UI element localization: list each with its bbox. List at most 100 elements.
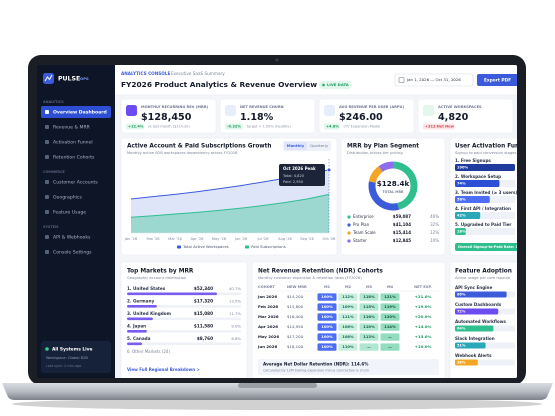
shadow <box>12 398 542 410</box>
cohort-text: +21.0% <box>415 294 432 299</box>
feature-name: Custom Dashboards <box>455 302 502 307</box>
funnel-bar <box>455 196 490 203</box>
cohort-cell <box>317 323 337 331</box>
nav-item[interactable]: Overview Dashboard <box>53 110 107 116</box>
nav-icon <box>45 210 49 214</box>
status-dot <box>45 347 49 351</box>
funnel-track <box>455 228 515 235</box>
donut-segment <box>368 166 383 183</box>
page-title: FY2026 Product Analytics & Revenue Overv… <box>121 80 317 89</box>
market-mrr: $11,580 <box>194 324 213 329</box>
tooltip-title: Oct 2026 Peak <box>283 166 316 171</box>
feature-rate: 86% <box>457 293 466 297</box>
nav-item[interactable]: Customer Accounts <box>53 180 98 186</box>
cohort-cell <box>359 303 379 311</box>
breadcrumb-sub: Executive SaaS Summary <box>171 71 225 76</box>
export-button[interactable] <box>477 74 521 86</box>
kpi-delta: +12.4% <box>128 125 144 129</box>
legend-label: Total Active Workspaces <box>182 244 229 249</box>
camera <box>275 58 279 62</box>
market-link[interactable]: View Full Regional Breakdown > <box>127 367 200 372</box>
market-bar <box>127 292 217 296</box>
nav-item[interactable]: Geographics <box>53 195 82 201</box>
toggle[interactable]: Quarterly <box>310 143 329 148</box>
market-bar <box>127 317 153 321</box>
market-name: 2. Germany <box>127 299 154 304</box>
cohort-cell <box>317 333 337 341</box>
cohort-value: 109% <box>342 305 354 309</box>
cohort-value: — <box>367 345 371 349</box>
card-title: Active Account & Paid Subscriptions Grow… <box>127 144 272 150</box>
toggle-active[interactable] <box>284 142 307 150</box>
cohort-cell <box>359 333 379 341</box>
funnel-button[interactable] <box>455 243 521 251</box>
feature-name: API Sync Engine <box>455 285 492 290</box>
market-share: 6.8% <box>231 336 241 341</box>
card-title: MRR by Plan Segment <box>347 144 419 150</box>
x-tick-label: Oct '26 <box>323 237 337 241</box>
card-subtitle: Monthly customer expansion & retention r… <box>258 276 362 280</box>
donut-segment <box>392 161 418 210</box>
donut-center-label: TOTAL MRR <box>382 190 404 194</box>
cohort-text: Feb 2026 <box>258 304 278 309</box>
market-mrr: $15,080 <box>194 311 213 316</box>
tooltip-line: Paid: 2,950 <box>283 180 304 184</box>
date-picker[interactable] <box>394 73 474 87</box>
legend-dot <box>347 223 351 227</box>
markets-card <box>120 261 248 378</box>
legend-share: 12% <box>430 230 439 235</box>
table-header: COHORT <box>258 285 275 289</box>
legend-dot <box>347 239 351 243</box>
cohort-cell <box>338 293 358 301</box>
nav-icon <box>45 110 49 114</box>
cohort-cell <box>338 333 358 341</box>
brand-badge: OPS <box>80 76 89 81</box>
nav-item[interactable]: Console Settings <box>53 250 92 256</box>
nav-item[interactable]: Feature Usage <box>53 210 86 216</box>
cohort-value: 100% <box>321 345 333 349</box>
kpi-value: 4,820 <box>438 112 469 123</box>
cohort-value: 114% <box>384 325 396 329</box>
funnel-button-label[interactable]: Overall Signup-to-Paid Rate: 18.0% <box>458 245 528 249</box>
card-subtitle: Monthly active B2B workspaces dependency… <box>127 151 238 155</box>
nav-icon <box>45 125 49 129</box>
cohort-value: 118% <box>363 295 375 299</box>
tooltip <box>279 164 325 186</box>
nav-active-bg <box>41 106 111 118</box>
export-label[interactable]: Export PDF <box>484 78 511 84</box>
cohort-value: 120% <box>384 315 396 319</box>
x-tick-label: Sep '26 <box>300 237 314 241</box>
hover-dot <box>326 167 332 173</box>
cohort-value: 100% <box>321 305 333 309</box>
table-header: M4 <box>387 285 394 289</box>
feature-rate: 64% <box>457 327 466 331</box>
cohort-value: 108% <box>342 335 354 339</box>
cohort-text: +14.0% <box>415 324 432 329</box>
market-share: 40.7% <box>229 286 241 291</box>
legend-label: Paid Subscriptions <box>251 244 286 249</box>
nav-item[interactable]: API & Webhooks <box>53 235 91 241</box>
legend-amount: $12,845 <box>393 238 411 243</box>
funnel-bar <box>455 164 515 171</box>
kpi-label: ACTIVE WORKSPACES <box>438 105 482 109</box>
cohort-value: — <box>388 345 392 349</box>
kpi-icon <box>423 105 434 116</box>
nav-item[interactable]: Retention Cohorts <box>53 155 95 161</box>
x-tick-label: May '26 <box>212 237 227 241</box>
cohort-text: $17,200 <box>287 334 304 339</box>
nav-item[interactable]: Activation Funnel <box>53 140 93 146</box>
x-tick-label: Jul '26 <box>256 237 269 241</box>
nav-item[interactable]: Revenue & MRR <box>53 125 91 131</box>
tooltip-line: Total: 4,820 <box>282 174 305 178</box>
feature-rate: 72% <box>457 310 466 314</box>
market-bar <box>127 342 143 346</box>
toggle[interactable]: Monthly <box>287 143 305 148</box>
cohort-text: +19.0% <box>415 304 432 309</box>
market-track <box>127 330 241 333</box>
x-tick-label: Jan '26 <box>124 237 138 241</box>
date-range[interactable]: Jan 1, 2026 — Oct 31, 2026 <box>406 77 461 82</box>
cohort-value: 100% <box>321 295 333 299</box>
market-bar <box>127 305 157 308</box>
cohort-cell <box>317 313 337 321</box>
